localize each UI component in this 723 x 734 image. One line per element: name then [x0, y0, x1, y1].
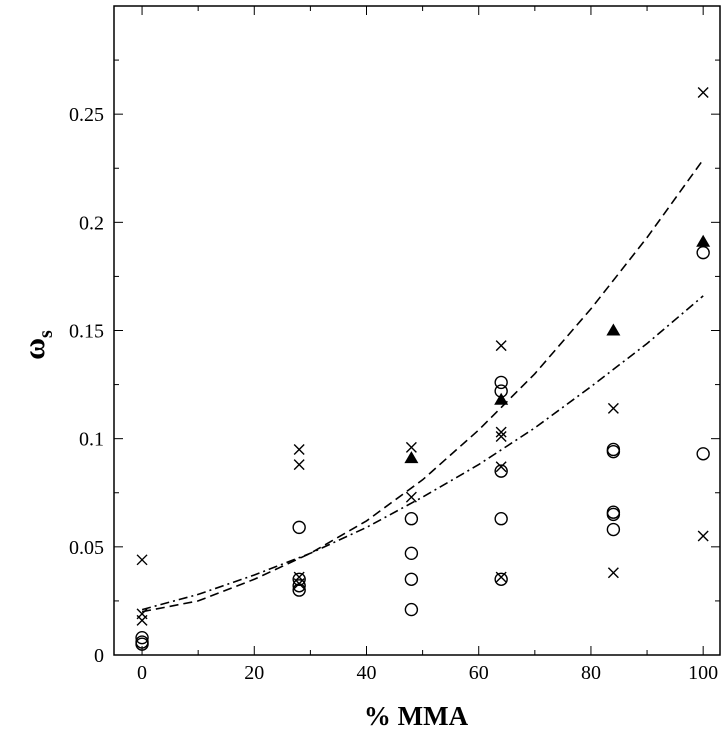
- cross-point: [607, 402, 619, 414]
- circle-point: [135, 637, 149, 651]
- cross-point: [495, 426, 507, 438]
- circle-point: [292, 583, 306, 597]
- y-tick-label: 0.25: [69, 104, 104, 126]
- cross-point: [495, 340, 507, 352]
- circle-point: [404, 546, 419, 561]
- circle-point: [696, 447, 710, 461]
- cross-point: [495, 461, 507, 473]
- plot-frame: [113, 5, 721, 656]
- y-tick-label: 0.05: [69, 537, 104, 559]
- cross-point: [136, 554, 148, 566]
- y-tick-label: 0: [94, 645, 104, 667]
- circle-point: [494, 375, 508, 390]
- circle-point: [404, 572, 419, 586]
- cross-point: [405, 491, 417, 503]
- circle-point: [494, 464, 508, 478]
- circle-point: [135, 630, 149, 645]
- cross-point: [697, 530, 709, 542]
- circle-point: [606, 522, 621, 537]
- circle-point: [494, 512, 508, 526]
- y-axis-subscript: s: [35, 330, 57, 338]
- circle-point: [292, 520, 306, 535]
- axis-ticks: 0 20 40 60 80 100 0 0.05 0.1 0.15 0.2 0.25: [69, 6, 720, 684]
- y-tick-label: 0.15: [69, 321, 104, 343]
- cross-point: [293, 459, 305, 471]
- x-tick-label: 0: [137, 662, 147, 684]
- dash-dot-fit-line: [141, 295, 704, 611]
- data-marks: [135, 87, 711, 651]
- y-axis-title: ωs: [18, 330, 57, 360]
- x-tick-label: 40: [357, 662, 377, 684]
- x-tick-label: 20: [244, 662, 264, 684]
- cross-point: [607, 567, 619, 579]
- x-tick-label: 80: [581, 662, 601, 684]
- triangle-point: [696, 234, 711, 247]
- circle-point: [404, 512, 419, 526]
- circle-point: [696, 245, 710, 260]
- x-axis-title: % MMA: [364, 701, 469, 731]
- cross-point: [136, 614, 148, 626]
- cross-point: [495, 431, 507, 442]
- x-tick-label: 60: [469, 662, 489, 684]
- triangle-point: [404, 451, 419, 464]
- circle-point: [494, 572, 508, 586]
- y-tick-label: 0.1: [79, 429, 104, 451]
- circle-point: [292, 579, 306, 593]
- circle-point: [404, 602, 419, 617]
- circle-point: [606, 444, 621, 459]
- y-axis-symbol: ω: [18, 338, 51, 360]
- cross-point: [405, 441, 417, 453]
- circle-point: [606, 507, 621, 522]
- y-tick-label: 0.2: [79, 212, 104, 234]
- dashed-fit-line: [141, 159, 704, 613]
- cross-point: [293, 443, 305, 455]
- triangle-point: [606, 323, 621, 336]
- triangle-point: [494, 392, 509, 405]
- cross-point: [697, 87, 709, 99]
- circle-point: [292, 572, 306, 586]
- x-tick-label: 100: [688, 662, 718, 684]
